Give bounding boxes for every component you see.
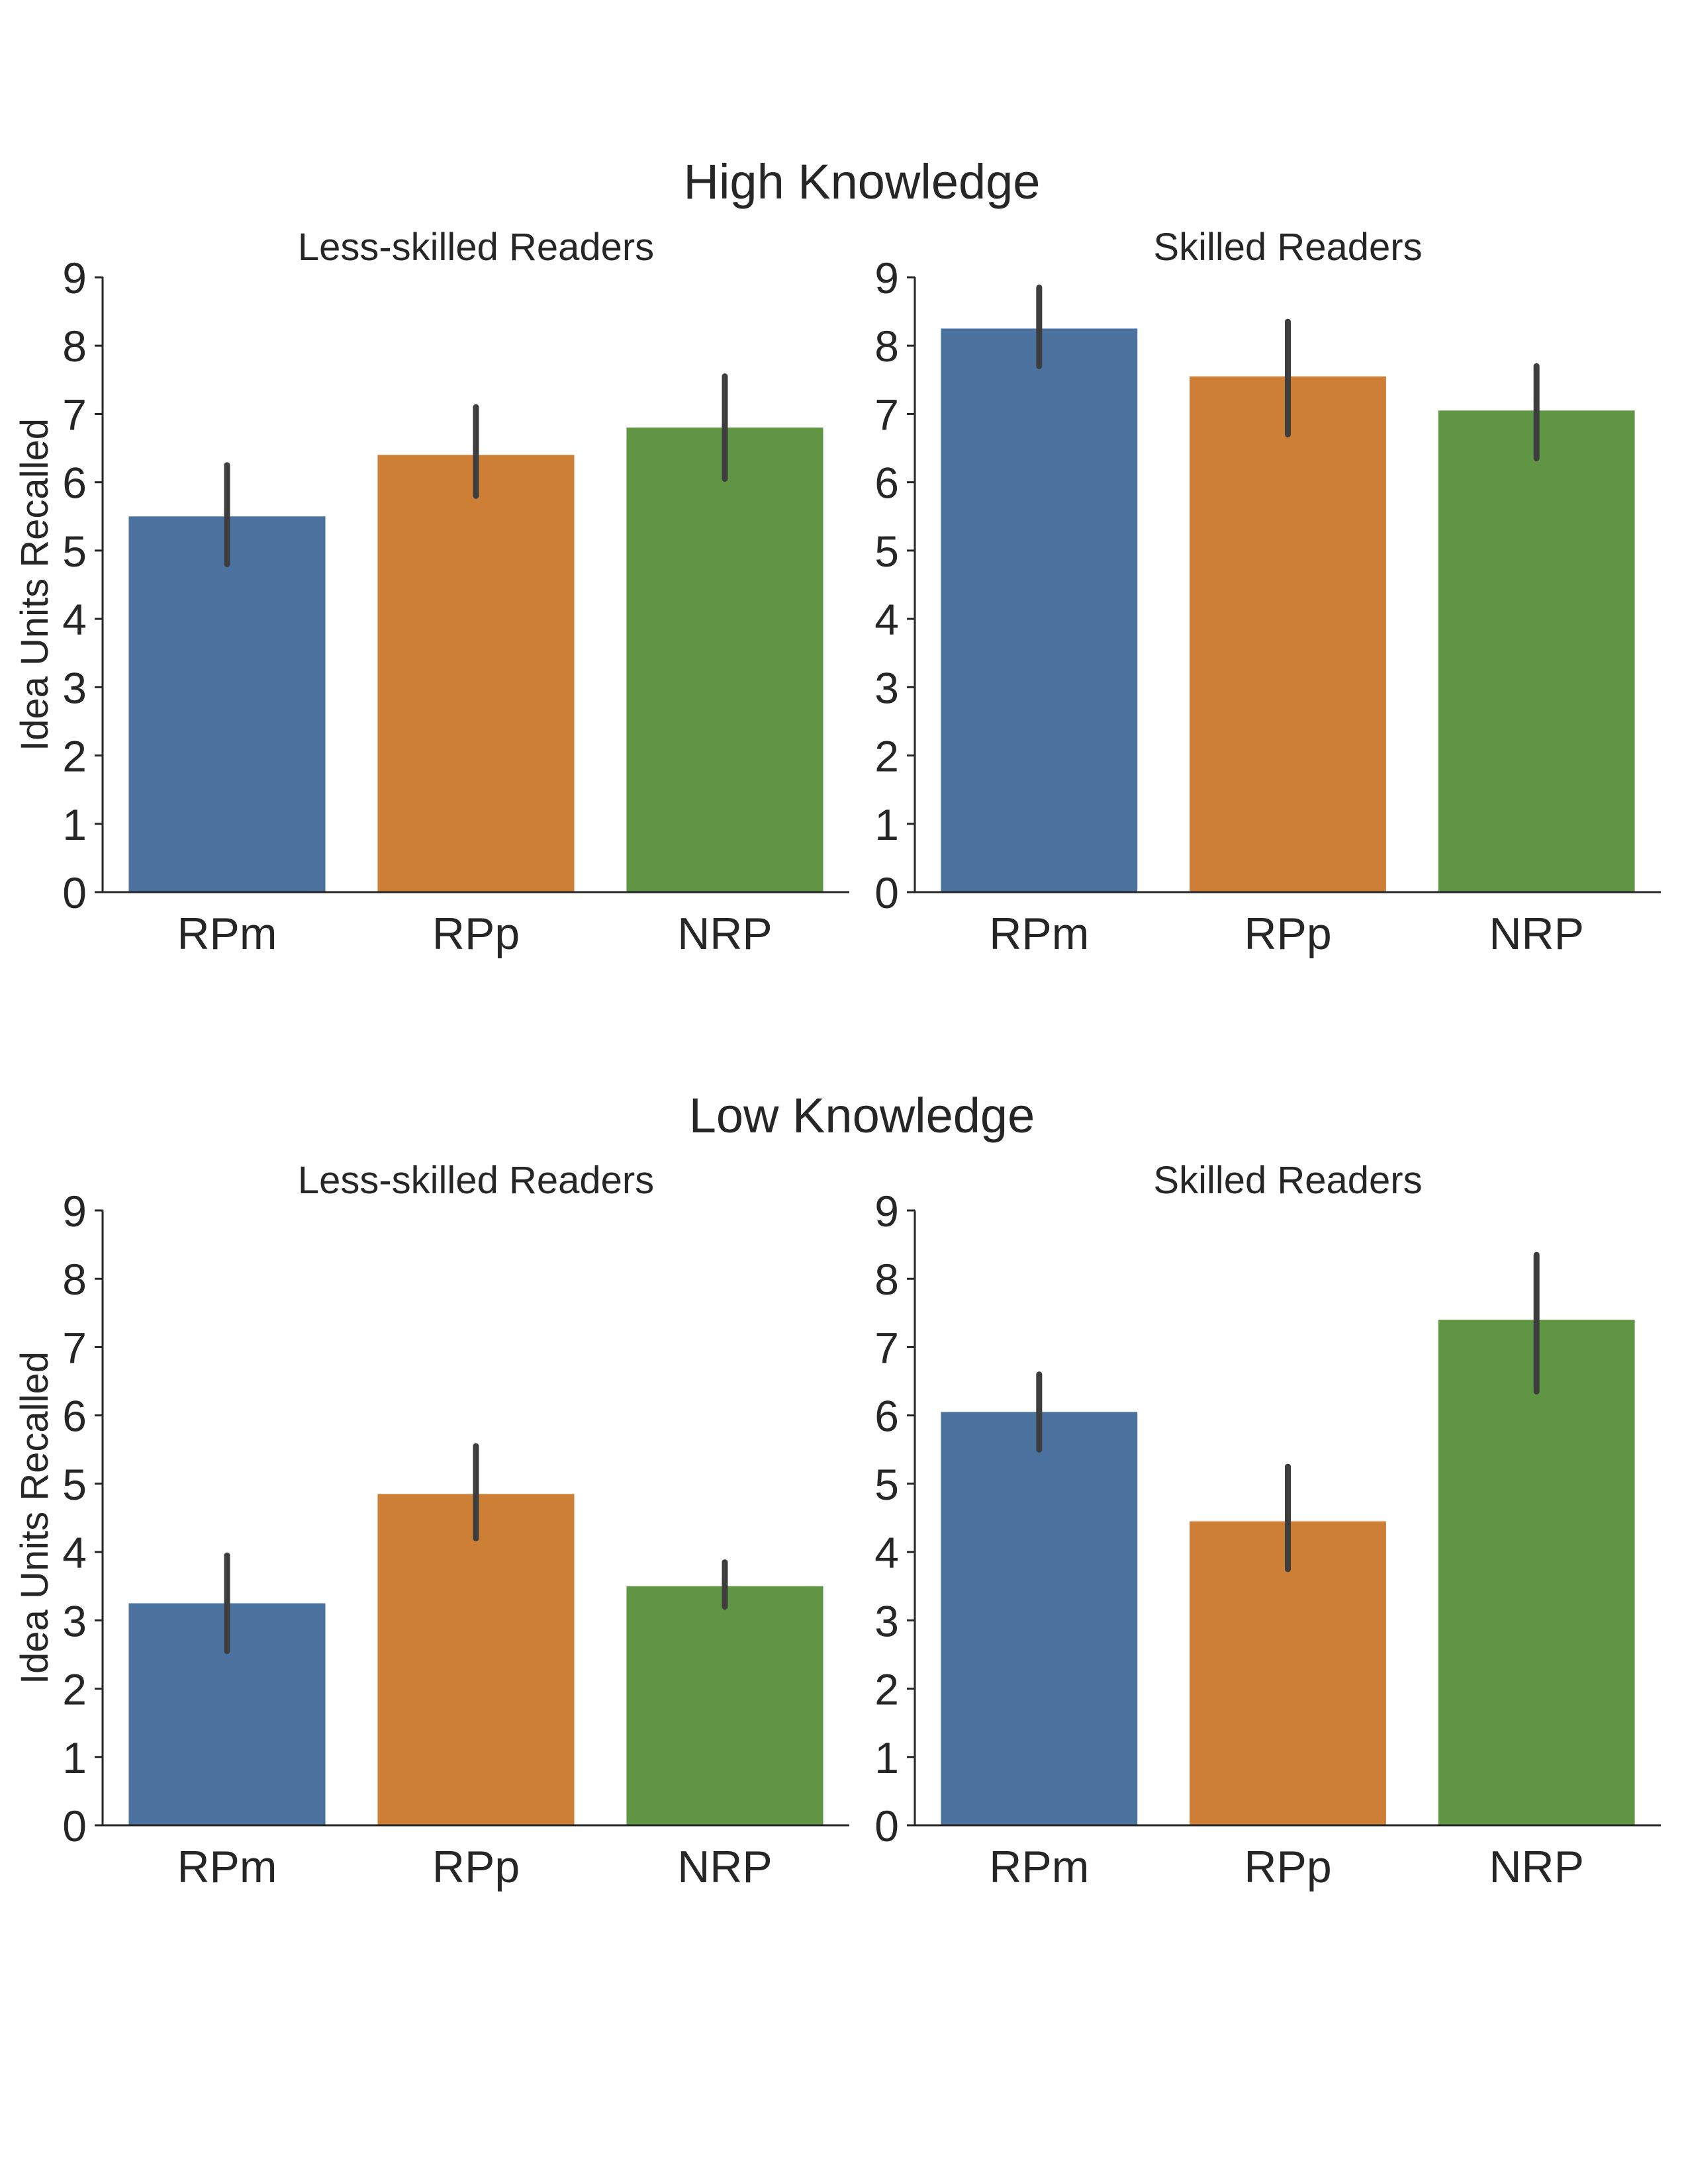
y-tick-label: 6 — [874, 459, 899, 508]
bar-nrp — [626, 1586, 823, 1825]
y-tick-label: 5 — [874, 1460, 899, 1509]
y-tick-label: 7 — [874, 390, 899, 439]
y-tick-label: 9 — [62, 253, 87, 302]
x-tick-label: NRP — [677, 909, 773, 959]
panel-title: Less-skilled Readers — [298, 1159, 654, 1202]
y-tick-label: 0 — [874, 868, 899, 917]
y-tick-label: 3 — [62, 1596, 87, 1645]
panel-low-less-skilled: Less-skilled Readers RPm RPp NRP 0 1 2 3 4 5 6 7 8 9 I… — [13, 1159, 849, 1892]
y-tick-label: 2 — [62, 732, 87, 781]
x-tick-label: NRP — [677, 1842, 773, 1892]
x-tick-label: RPm — [989, 1842, 1089, 1892]
y-tick-label: 2 — [62, 1665, 87, 1714]
x-tick-label: NRP — [1489, 1842, 1584, 1892]
x-tick-label: NRP — [1489, 909, 1584, 959]
y-tick-label: 8 — [874, 322, 899, 371]
y-tick-label: 6 — [874, 1392, 899, 1441]
y-tick-label: 7 — [874, 1323, 899, 1372]
y-tick-label: 9 — [874, 253, 899, 302]
panel-low-skilled: Skilled Readers RPm RPp NRP 0 1 2 3 4 5 6 7 8 9 — [874, 1159, 1661, 1892]
bar-nrp — [1438, 410, 1635, 892]
y-tick-label: 0 — [62, 868, 87, 917]
y-tick-label: 4 — [874, 595, 899, 644]
bar-rpp — [377, 1494, 575, 1825]
x-tick-label: RPm — [177, 1842, 277, 1892]
y-tick-label: 9 — [874, 1187, 899, 1236]
y-axis-label: Idea Units Recalled — [13, 418, 56, 751]
x-tick-label: RPm — [177, 909, 277, 959]
y-tick-label: 1 — [874, 1733, 899, 1782]
bar-rpp — [1190, 376, 1386, 892]
y-tick-label: 1 — [62, 800, 87, 849]
y-tick-label: 5 — [62, 527, 87, 576]
x-tick-label: RPp — [1244, 909, 1331, 959]
bar-rpm — [941, 328, 1138, 893]
panel-title: Less-skilled Readers — [298, 226, 654, 269]
y-tick-label: 8 — [62, 322, 87, 371]
y-tick-label: 4 — [874, 1528, 899, 1577]
y-tick-label: 6 — [62, 459, 87, 508]
y-tick-label: 8 — [62, 1255, 87, 1304]
x-tick-label: RPp — [1244, 1842, 1331, 1892]
y-tick-label: 6 — [62, 1392, 87, 1441]
bar-nrp — [1438, 1320, 1635, 1825]
y-axis-label: Idea Units Recalled — [13, 1351, 56, 1684]
panel-high-skilled: Skilled Readers RPm RPp NRP 0 1 2 3 4 5 6 7 8 9 — [874, 226, 1661, 959]
bar-rpm — [941, 1412, 1138, 1825]
y-tick-label: 1 — [62, 1733, 87, 1782]
y-tick-label: 0 — [874, 1801, 899, 1850]
panel-title: Skilled Readers — [1153, 226, 1422, 269]
y-tick-label: 5 — [874, 527, 899, 576]
x-tick-label: RPp — [432, 909, 520, 959]
y-tick-label: 0 — [62, 1801, 87, 1850]
y-tick-label: 2 — [874, 1665, 899, 1714]
panel-title: Skilled Readers — [1153, 1159, 1422, 1202]
bar-rpm — [128, 516, 326, 892]
y-tick-label: 7 — [62, 390, 87, 439]
y-tick-label: 4 — [62, 595, 87, 644]
y-tick-label: 8 — [874, 1255, 899, 1304]
y-tick-label: 5 — [62, 1460, 87, 1509]
y-tick-label: 3 — [62, 663, 87, 712]
y-tick-label: 3 — [874, 663, 899, 712]
panel-high-less-skilled: Less-skilled Readers RPm RPp NRP 0 1 2 3 4 5 6 7 8 9 I… — [13, 226, 849, 959]
x-tick-label: RPp — [432, 1842, 520, 1892]
y-tick-label: 1 — [874, 800, 899, 849]
y-tick-label: 7 — [62, 1323, 87, 1372]
group-title-high-knowledge: High Knowledge — [684, 154, 1041, 209]
y-tick-label: 9 — [62, 1187, 87, 1236]
bar-rpp — [377, 455, 575, 892]
y-tick-label: 2 — [874, 732, 899, 781]
group-title-low-knowledge: Low Knowledge — [689, 1088, 1035, 1143]
x-tick-label: RPm — [989, 909, 1089, 959]
y-tick-label: 3 — [874, 1596, 899, 1645]
bar-nrp — [626, 428, 823, 892]
y-tick-label: 4 — [62, 1528, 87, 1577]
